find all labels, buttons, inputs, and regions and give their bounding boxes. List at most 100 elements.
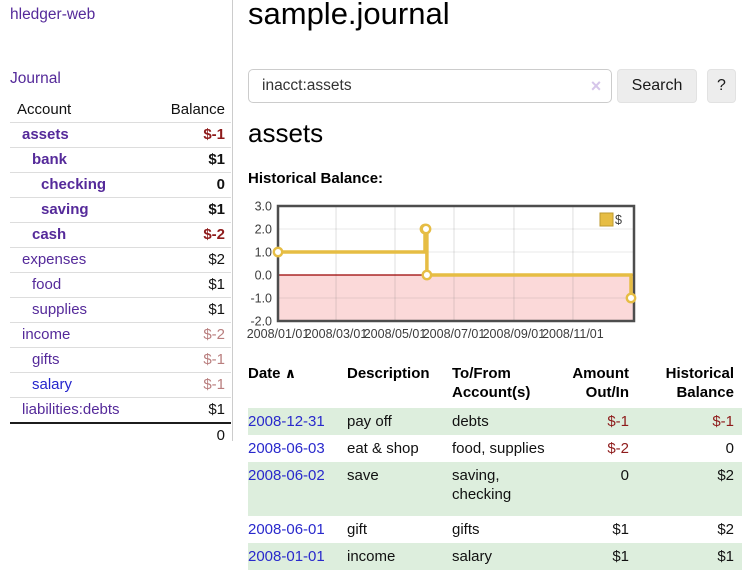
transaction-balance: $-1 <box>712 413 734 430</box>
register-row: 2008-12-31 pay off debts $-1 $-1 <box>248 408 742 435</box>
account-row: cash $-2 <box>10 222 231 248</box>
transaction-date-link[interactable]: 2008-01-01 <box>248 548 325 565</box>
account-link-food[interactable]: food <box>32 276 62 293</box>
col-header-accounts: To/From Account(s) <box>452 365 531 401</box>
account-balance: $-2 <box>152 322 231 348</box>
register-table: Date ∧ Description To/From Account(s) Am… <box>248 362 742 570</box>
transaction-description: income <box>347 548 396 565</box>
account-link-saving[interactable]: saving <box>41 201 89 218</box>
chart-title: Historical Balance: <box>248 170 384 187</box>
transaction-accounts: food, supplies <box>452 440 545 457</box>
accounts-total-row: 0 <box>10 422 231 448</box>
account-link-expenses[interactable]: expenses <box>22 251 87 268</box>
account-row: checking 0 <box>10 172 231 198</box>
accounts-table: Account Balance assets $-1 bank $1 check… <box>10 98 231 448</box>
transaction-balance: $1 <box>717 548 734 565</box>
account-row: food $1 <box>10 272 231 298</box>
page-title: sample.journal <box>248 0 450 31</box>
transaction-date-link[interactable]: 2008-12-31 <box>248 413 325 430</box>
account-balance: $1 <box>152 197 231 223</box>
balance-chart[interactable]: 3.0 2.0 1.0 0.0 -1.0 -2.0 2008/01/01 2008/03/01… <box>247 200 742 350</box>
account-link-assets[interactable]: assets <box>22 126 69 143</box>
register-row: 2008-06-02 save saving, checking 0 $2 <box>248 462 742 516</box>
account-balance: $-1 <box>152 122 231 148</box>
transaction-date-link[interactable]: 2008-06-03 <box>248 440 325 457</box>
svg-text:$: $ <box>615 213 622 227</box>
search-input[interactable] <box>248 69 612 103</box>
transaction-balance: $2 <box>717 467 734 484</box>
transaction-accounts: saving, checking <box>452 467 512 503</box>
transaction-accounts: debts <box>452 413 489 430</box>
transaction-amount: $1 <box>612 548 629 565</box>
account-balance: $1 <box>152 297 231 323</box>
search-bar: × Search ? <box>248 69 742 103</box>
svg-text:2008/09/01: 2008/09/01 <box>483 327 546 341</box>
account-link-income[interactable]: income <box>22 326 71 343</box>
register-row: 2008-06-03 eat & shop food, supplies $-2… <box>248 435 742 462</box>
svg-text:3.0: 3.0 <box>255 200 272 214</box>
sidebar-item-journal[interactable]: Journal <box>10 70 61 87</box>
clear-search-icon[interactable]: × <box>590 76 602 96</box>
svg-text:2008/11/01: 2008/11/01 <box>542 327 604 341</box>
sort-ascending-icon: ∧ <box>284 365 297 381</box>
account-row: liabilities:debts $1 <box>10 397 231 423</box>
transaction-amount: $1 <box>612 521 629 538</box>
account-row: income $-2 <box>10 322 231 348</box>
account-balance: $1 <box>152 272 231 298</box>
account-row: supplies $1 <box>10 297 231 323</box>
account-balance: $1 <box>152 397 231 423</box>
account-balance: 0 <box>152 172 231 198</box>
account-heading: assets <box>248 118 324 148</box>
accounts-header-account: Account <box>17 101 72 118</box>
search-button[interactable]: Search <box>617 69 697 103</box>
col-header-balance: Historical Balance <box>665 365 734 401</box>
transaction-accounts: gifts <box>452 521 480 538</box>
col-header-date[interactable]: Date ∧ <box>248 365 297 382</box>
account-row: bank $1 <box>10 147 231 173</box>
balance-chart-svg[interactable]: 3.0 2.0 1.0 0.0 -1.0 -2.02008/01/012008/03/01… <box>247 200 742 350</box>
account-link-liabilities-debts[interactable]: liabilities:debts <box>22 401 120 418</box>
account-row: salary $-1 <box>10 372 231 398</box>
svg-text:-1.0: -1.0 <box>250 292 272 306</box>
account-row: gifts $-1 <box>10 347 231 373</box>
account-balance: $-2 <box>152 222 231 248</box>
transaction-description: save <box>347 467 379 484</box>
help-button[interactable]: ? <box>707 69 736 103</box>
account-link-salary[interactable]: salary <box>32 376 73 393</box>
transaction-date-link[interactable]: 2008-06-02 <box>248 467 325 484</box>
register-row: 2008-06-01 gift gifts $1 $2 <box>248 516 742 543</box>
accounts-total-value: 0 <box>152 422 231 448</box>
account-row: expenses $2 <box>10 247 231 273</box>
account-link-gifts[interactable]: gifts <box>32 351 60 368</box>
svg-text:2008/03/01: 2008/03/01 <box>305 327 368 341</box>
account-row: assets $-1 <box>10 122 231 148</box>
account-balance: $-1 <box>152 347 231 373</box>
accounts-header-balance: Balance <box>170 101 225 118</box>
transaction-balance: $2 <box>717 521 734 538</box>
svg-text:2008/07/01: 2008/07/01 <box>423 327 486 341</box>
svg-text:2.0: 2.0 <box>255 223 272 237</box>
transaction-description: gift <box>347 521 368 538</box>
col-header-amount: Amount Out/In <box>572 365 629 401</box>
transaction-date-link[interactable]: 2008-06-01 <box>248 521 325 538</box>
account-balance: $1 <box>152 147 231 173</box>
register-row: 2008-01-01 income salary $1 $1 <box>248 543 742 570</box>
account-row: saving $1 <box>10 197 231 223</box>
sidebar: hledger-web Journal Account Balance asse… <box>0 0 233 448</box>
svg-text:2008/01/01: 2008/01/01 <box>247 327 310 341</box>
transaction-balance: 0 <box>725 440 734 457</box>
svg-text:2008/05/01: 2008/05/01 <box>364 327 427 341</box>
account-link-checking[interactable]: checking <box>41 176 107 193</box>
account-link-bank[interactable]: bank <box>32 151 68 168</box>
transaction-accounts: salary <box>452 548 493 565</box>
account-link-cash[interactable]: cash <box>32 226 67 243</box>
brand-link[interactable]: hledger-web <box>10 6 96 23</box>
main-content: sample.journal × Search ? assets Histori… <box>247 0 742 582</box>
accounts-header-row: Account Balance <box>10 98 231 123</box>
account-link-supplies[interactable]: supplies <box>32 301 88 318</box>
svg-text:1.0: 1.0 <box>255 246 272 260</box>
register-header-row: Date ∧ Description To/From Account(s) Am… <box>248 362 742 408</box>
svg-text:-2.0: -2.0 <box>250 315 272 329</box>
transaction-amount: 0 <box>620 467 629 484</box>
account-balance: $-1 <box>152 372 231 398</box>
